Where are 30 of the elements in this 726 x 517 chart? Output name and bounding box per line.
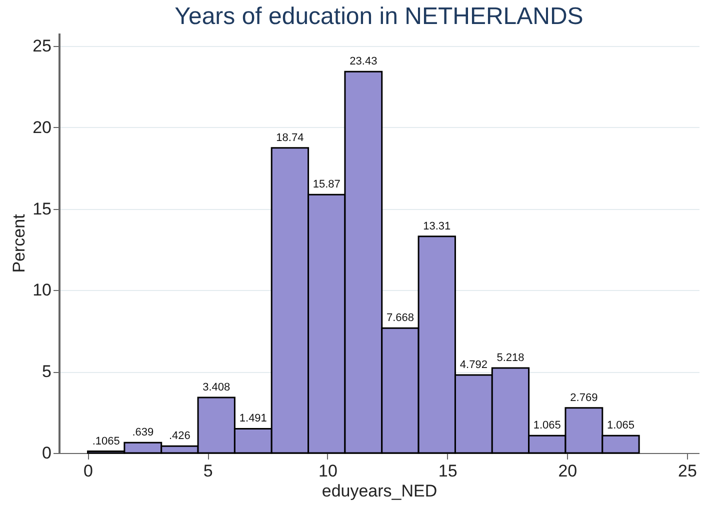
y-tick-label: 15	[32, 199, 52, 218]
data-label: 15.87	[312, 178, 340, 191]
x-tick-label: 15	[438, 462, 458, 480]
y-tick-label: 0	[42, 444, 52, 462]
data-label: 1.491	[239, 412, 267, 425]
y-tick-label: 10	[32, 280, 52, 300]
data-label: .1065	[92, 435, 120, 448]
x-tick-label: 25	[678, 462, 697, 480]
data-label: 18.74	[276, 132, 304, 144]
y-axis-title: Percent	[10, 214, 29, 273]
data-label: 4.792	[460, 358, 488, 371]
y-tick-label: 5	[42, 362, 52, 382]
data-label: 3.408	[202, 382, 230, 394]
y-tick-label: 25	[32, 36, 52, 56]
data-label: 23.43	[350, 56, 378, 68]
data-label: 2.769	[570, 392, 598, 404]
data-label: 5.218	[496, 352, 524, 364]
data-label: 1.065	[606, 420, 635, 432]
x-tick-label: 10	[318, 462, 338, 480]
data-label: .426	[168, 430, 190, 442]
y-tick-label: 20	[32, 118, 52, 137]
data-label: 7.668	[386, 312, 414, 324]
x-tick-label: 0	[84, 462, 93, 480]
chart-title: Years of education in NETHERLANDS	[174, 3, 584, 30]
x-tick-label: 5	[203, 462, 213, 480]
data-label: 13.31	[423, 220, 451, 232]
data-label: 1.065	[533, 420, 561, 432]
x-tick-label: 20	[558, 462, 578, 480]
x-axis-title: eduyears_NED	[322, 482, 438, 500]
data-label: .639	[132, 426, 154, 439]
